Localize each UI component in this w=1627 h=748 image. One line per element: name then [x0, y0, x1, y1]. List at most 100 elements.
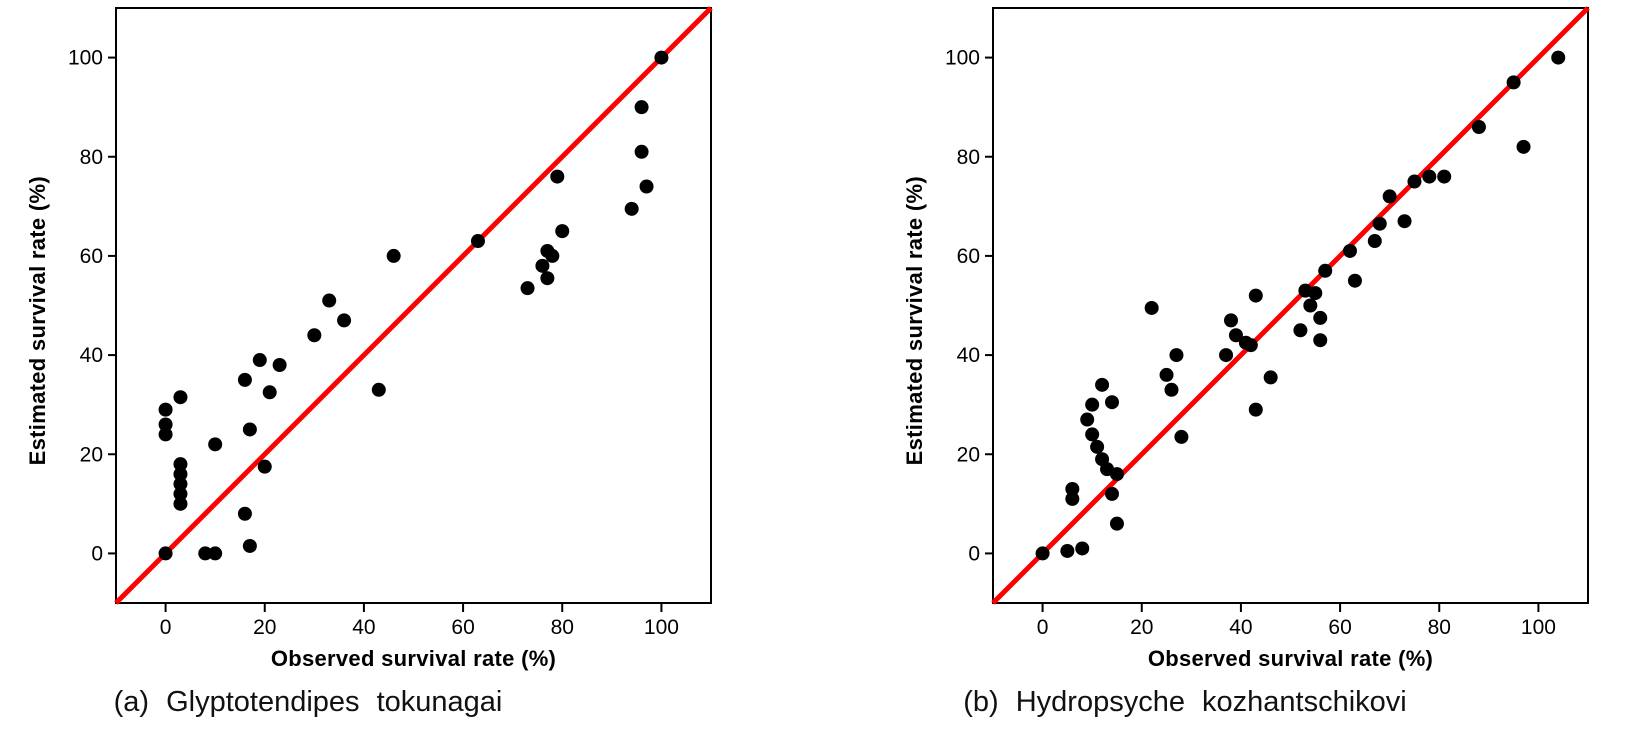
data-point	[535, 258, 550, 273]
y-tick-label: 20	[80, 443, 103, 466]
data-point	[1318, 263, 1333, 278]
data-point	[470, 234, 485, 249]
x-tick-label: 20	[1130, 616, 1153, 639]
data-point	[1313, 310, 1328, 325]
y-tick-label: 100	[68, 47, 103, 70]
data-point	[1248, 402, 1263, 417]
data-point	[1105, 395, 1119, 410]
data-point	[1248, 288, 1263, 303]
data-point	[634, 144, 649, 159]
data-point	[1144, 300, 1159, 315]
data-point	[1308, 286, 1323, 301]
data-point	[1164, 382, 1179, 397]
data-point	[1085, 397, 1100, 412]
data-point	[242, 538, 257, 553]
y-tick-label: 100	[945, 47, 980, 70]
data-point	[654, 50, 669, 65]
data-point	[520, 281, 535, 296]
data-point	[1169, 348, 1184, 363]
y-tick-label: 80	[80, 146, 103, 169]
caption-a: (a) Glyptotendipes tokunagai	[113, 686, 503, 718]
caption-b: (b) Hydropsyche kozhantschikovi	[963, 686, 1407, 718]
data-point	[555, 224, 570, 239]
data-point	[1347, 273, 1362, 288]
y-tick-label: 40	[957, 344, 980, 367]
y-axis-label-wrap-a: Estimated survival rate (%)	[20, 2, 56, 640]
data-point	[1060, 543, 1075, 558]
data-point	[1075, 541, 1090, 556]
data-point	[386, 248, 401, 263]
data-point	[545, 248, 560, 263]
x-tick-label: 0	[1037, 616, 1049, 639]
plot-box	[115, 7, 712, 604]
y-tick-label: 40	[80, 344, 103, 367]
data-point	[1263, 370, 1278, 385]
data-point	[1065, 491, 1080, 506]
x-tick-label: 20	[253, 616, 276, 639]
data-point	[1080, 412, 1095, 427]
data-point	[272, 358, 287, 372]
data-point	[208, 546, 223, 561]
data-point	[208, 437, 223, 452]
plot-row-b: Estimated survival rate (%) 0 0 20 20 40 40 60…	[897, 2, 1593, 640]
data-point	[237, 372, 252, 387]
identity-line	[991, 6, 1590, 605]
y-axis-label-b: Estimated survival rate (%)	[902, 176, 927, 466]
scatter-plot-a: 0 0 20 20 40 40 60 60 80 80 100 100	[68, 6, 713, 639]
data-point	[639, 179, 654, 194]
data-point	[262, 385, 277, 400]
data-point	[1437, 169, 1452, 184]
x-axis-label-b: Observed survival rate (%)	[1147, 646, 1434, 671]
x-tick-label: 80	[551, 616, 574, 639]
data-point	[1105, 486, 1119, 501]
figure-panel-b: Estimated survival rate (%) 0 0 20 20 40 40 60…	[897, 2, 1593, 748]
data-point	[1551, 50, 1566, 65]
data-point	[624, 201, 639, 216]
x-tick-label: 100	[644, 616, 679, 639]
x-tick-label: 40	[1229, 616, 1252, 639]
x-axis-label-a: Observed survival rate (%)	[270, 646, 557, 671]
x-tick-label: 80	[1428, 616, 1451, 639]
plot-row-a: Estimated survival rate (%) 0 0 20 20 40 40 60…	[20, 2, 716, 640]
data-point	[1343, 243, 1357, 258]
data-point	[1243, 338, 1258, 353]
y-tick-label: 80	[957, 146, 980, 169]
data-point	[1293, 323, 1308, 338]
scatter-plot-b: 0 0 20 20 40 40 60 60 80 80 100 100	[945, 6, 1590, 639]
data-point	[1407, 174, 1422, 189]
y-tick-label: 60	[80, 245, 103, 268]
data-point	[173, 486, 188, 501]
y-tick-label: 0	[968, 542, 980, 565]
y-tick-label: 0	[91, 542, 103, 565]
y-axis-label-wrap-b: Estimated survival rate (%)	[897, 2, 933, 640]
data-point	[158, 417, 173, 432]
data-point	[1382, 189, 1397, 204]
data-point	[252, 353, 267, 368]
data-point	[1035, 546, 1050, 561]
data-point	[173, 496, 188, 511]
data-point	[337, 313, 352, 328]
data-point	[158, 402, 173, 417]
plot-box	[992, 7, 1589, 604]
data-point	[1095, 377, 1110, 392]
data-point	[634, 100, 649, 115]
data-point	[242, 422, 257, 437]
x-tick-label: 100	[1521, 616, 1556, 639]
x-tick-label: 60	[1328, 616, 1351, 639]
data-point	[1065, 481, 1080, 496]
data-point	[1085, 427, 1100, 442]
x-tick-label: 40	[352, 616, 375, 639]
data-point	[158, 427, 173, 442]
data-point	[1506, 75, 1521, 90]
data-point	[173, 477, 188, 491]
y-tick-label: 20	[957, 443, 980, 466]
data-point	[1397, 214, 1412, 229]
data-point	[1303, 298, 1318, 313]
data-point	[1174, 429, 1189, 444]
data-point	[307, 328, 322, 343]
data-point	[1109, 516, 1124, 531]
data-point	[371, 382, 386, 397]
data-point	[1224, 313, 1238, 328]
data-point	[1219, 348, 1234, 363]
data-point	[1422, 169, 1437, 184]
